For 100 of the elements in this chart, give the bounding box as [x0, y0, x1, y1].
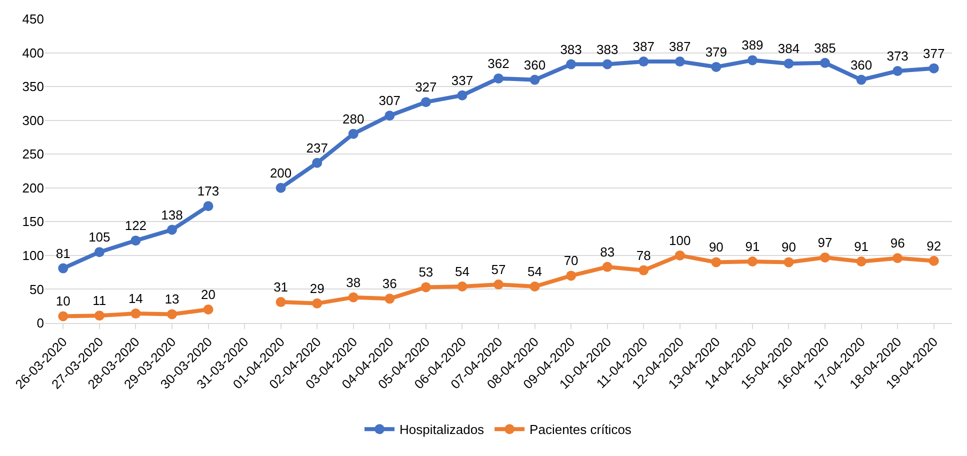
point — [711, 62, 722, 72]
point — [130, 236, 141, 246]
data-label: 81 — [56, 246, 70, 261]
data-label: 173 — [197, 184, 220, 199]
data-label: 122 — [124, 218, 147, 234]
point — [203, 304, 214, 314]
data-label: 90 — [708, 240, 724, 255]
point — [457, 90, 468, 100]
data-label: 83 — [600, 244, 615, 260]
point — [530, 282, 540, 292]
data-label: 373 — [886, 48, 908, 64]
data-label: 36 — [382, 276, 397, 292]
point — [747, 55, 758, 66]
point — [203, 201, 214, 212]
legend-label: Hospitalizados — [400, 422, 485, 438]
point — [420, 97, 431, 108]
point — [747, 256, 758, 267]
point — [711, 257, 722, 268]
y-tick-label: 400 — [22, 45, 44, 60]
data-label: 53 — [418, 264, 434, 280]
point — [384, 294, 395, 304]
point — [58, 263, 68, 274]
y-tick-label: 200 — [22, 180, 44, 196]
point — [674, 56, 685, 67]
data-label: 31 — [274, 280, 288, 295]
data-label: 360 — [524, 57, 546, 72]
data-label: 383 — [596, 42, 618, 57]
data-label: 387 — [669, 39, 691, 54]
data-label: 90 — [782, 240, 796, 255]
point — [94, 310, 104, 321]
data-label: 389 — [742, 38, 764, 53]
point — [820, 58, 830, 68]
data-label: 96 — [890, 236, 905, 251]
point — [602, 262, 612, 272]
data-label: 377 — [923, 46, 945, 61]
data-label: 11 — [92, 293, 106, 308]
point — [312, 298, 322, 308]
point — [530, 74, 540, 85]
data-label: 384 — [778, 41, 800, 56]
data-label: 14 — [128, 291, 143, 306]
data-label: 92 — [926, 238, 942, 254]
y-tick-label: 50 — [30, 282, 44, 297]
data-label: 385 — [814, 40, 836, 56]
y-tick-label: 350 — [22, 79, 44, 94]
point — [566, 270, 576, 281]
data-label: 200 — [270, 165, 292, 180]
data-label: 91 — [745, 239, 760, 254]
point — [494, 279, 504, 290]
data-label: 237 — [306, 140, 328, 156]
point — [276, 297, 286, 308]
data-label: 105 — [88, 230, 110, 245]
legend-label: Pacientes críticos — [530, 422, 632, 438]
data-label: 54 — [454, 264, 470, 280]
point — [638, 265, 649, 276]
point — [784, 257, 794, 268]
point — [348, 128, 358, 139]
data-label: 78 — [636, 248, 651, 263]
point — [602, 59, 612, 70]
data-label: 29 — [310, 280, 324, 296]
data-label: 327 — [415, 80, 437, 95]
data-label: 97 — [818, 234, 832, 250]
y-tick-label: 250 — [22, 146, 44, 162]
data-label: 337 — [451, 72, 474, 88]
point — [784, 58, 794, 69]
point — [94, 247, 104, 258]
data-label: 54 — [528, 264, 542, 280]
point — [820, 252, 830, 262]
data-label: 362 — [488, 56, 510, 71]
data-label: 38 — [346, 274, 361, 290]
point — [856, 74, 866, 85]
data-label: 13 — [164, 292, 180, 307]
point — [457, 282, 468, 292]
data-label: 70 — [564, 253, 578, 268]
point — [312, 158, 322, 168]
point — [166, 309, 177, 320]
point — [276, 182, 286, 193]
point — [348, 292, 358, 302]
point — [566, 59, 576, 70]
point — [638, 56, 649, 67]
data-label: 57 — [491, 262, 506, 277]
point — [420, 282, 431, 292]
point — [928, 63, 939, 74]
data-label: 360 — [850, 57, 872, 72]
point — [58, 311, 68, 322]
y-tick-label: 450 — [22, 12, 44, 27]
point — [856, 256, 866, 267]
data-label: 91 — [854, 239, 869, 254]
point — [892, 66, 903, 76]
data-label: 280 — [342, 111, 364, 126]
y-tick-label: 300 — [22, 112, 44, 128]
point — [674, 250, 685, 260]
data-label: 20 — [201, 286, 216, 302]
data-label: 383 — [560, 42, 582, 57]
data-label: 138 — [161, 207, 183, 222]
point — [494, 73, 504, 84]
point — [928, 256, 939, 266]
point — [892, 253, 903, 264]
y-tick-label: 0 — [36, 316, 44, 331]
point — [384, 110, 395, 121]
y-tick-label: 100 — [22, 248, 44, 263]
